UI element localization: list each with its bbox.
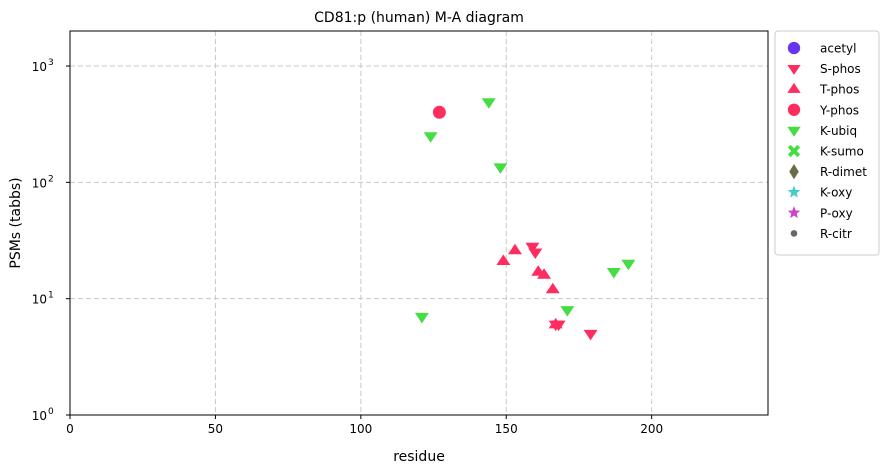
y-axis-label: PSMs (tabbs): [8, 177, 24, 268]
point-s-phos-1: [528, 248, 543, 260]
legend-box: [774, 30, 880, 256]
x-tick-label-1: 50: [208, 422, 223, 436]
chart-title: CD81:p (human) M-A diagram: [314, 10, 524, 26]
legend-label-y-phos: Y-phos: [819, 103, 859, 117]
point-s-phos-0: [525, 242, 540, 254]
legend-marker-acetyl: [787, 41, 801, 55]
legend-marker-k-oxy: [787, 185, 801, 198]
point-k-ubiq-5: [606, 268, 621, 279]
legend-label-r-dimet: R-dimet: [820, 165, 867, 179]
legend-label-t-phos: T-phos: [819, 83, 859, 97]
x-tick-label-4: 200: [640, 422, 663, 436]
legend-marker-p-oxy: [787, 206, 801, 219]
x-tick-label-3: 150: [495, 422, 518, 436]
y-tick-exponent-3: 3: [48, 58, 54, 68]
y-tick-label-2: 10: [32, 176, 47, 190]
y-tick-label-0: 10: [32, 409, 47, 423]
data-points: [414, 98, 636, 341]
legend-marker-r-citr: [790, 230, 798, 237]
point-k-ubiq-2: [481, 98, 496, 109]
legend-marker-k-sumo-stroke-b: [787, 144, 801, 158]
point-t-phos-4: [545, 282, 560, 294]
plot-area-frame: [69, 30, 769, 416]
legend-marker-s-phos: [787, 64, 801, 75]
y-tick-exponent-2: 2: [48, 174, 54, 184]
legend-marker-k-ubiq: [787, 126, 801, 137]
point-t-phos-1: [507, 243, 522, 255]
y-tick-label-3: 10: [32, 60, 47, 74]
legend-label-k-sumo: K-sumo: [820, 145, 864, 159]
point-t-phos-0: [496, 254, 511, 266]
legend-label-p-oxy: P-oxy: [820, 206, 853, 220]
x-tick-label-2: 100: [349, 422, 372, 436]
legend-marker-r-dimet: [789, 164, 799, 180]
legend-label-k-oxy: K-oxy: [820, 186, 852, 200]
y-tick-exponent-1: 1: [48, 291, 54, 301]
legend-label-k-ubiq: K-ubiq: [820, 124, 857, 138]
point-t-phos-3: [537, 268, 552, 279]
point-s-phos-4: [583, 329, 598, 341]
legend-marker-t-phos: [787, 82, 801, 93]
x-tick-label-0: 0: [66, 422, 74, 436]
x-axis-label: residue: [393, 449, 445, 465]
legend: acetyl S-phos T-phos Y-phos K-ubiq K-sumo R-di…: [774, 30, 880, 256]
point-y-phos-0: [432, 105, 446, 119]
point-k-ubiq-1: [423, 132, 438, 143]
legend-marker-y-phos: [787, 103, 801, 116]
point-k-ubiq-4: [560, 306, 575, 317]
legend-label-r-citr: R-citr: [820, 227, 852, 241]
point-k-ubiq-3: [493, 163, 508, 174]
point-t-phos-5: [548, 317, 563, 329]
y-tick-label-1: 10: [32, 293, 47, 307]
grid: [70, 31, 768, 415]
y-tick-exponent-0: 0: [48, 407, 54, 417]
point-k-ubiq-6: [621, 259, 636, 271]
legend-label-s-phos: S-phos: [820, 62, 861, 76]
legend-label-acetyl: acetyl: [820, 42, 856, 56]
point-k-ubiq-0: [414, 312, 429, 324]
legend-marker-k-sumo: [787, 144, 801, 158]
